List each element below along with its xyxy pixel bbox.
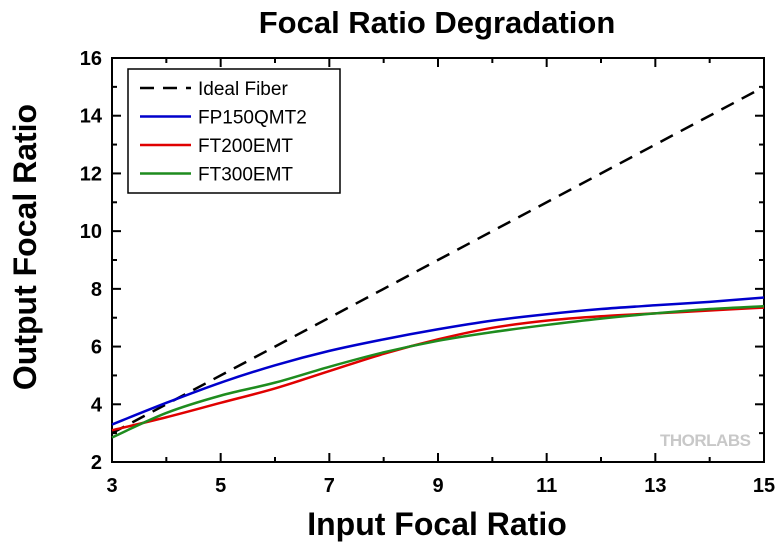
x-axis: 3 5 7 9 11 13 15 [106,58,775,497]
legend-label: Ideal Fiber [198,79,288,100]
y-tick-label: 2 [91,452,102,474]
y-tick-label: 8 [91,279,102,301]
series-line-ideal-fiber [111,85,765,435]
x-axis-title: Input Focal Ratio [307,506,567,542]
thorlabs-watermark: THORLABS [660,431,751,450]
legend-label: FT200EMT [198,136,293,157]
series-line-ft300emt [111,304,765,439]
chart-title: Focal Ratio Degradation [259,5,616,40]
series-group [111,85,765,439]
x-tick-label: 9 [432,475,443,497]
series-line-fp150qmt2 [111,296,765,426]
y-axis: 2 4 6 8 10 12 14 16 [80,48,764,474]
x-tick-label: 3 [106,475,117,497]
y-tick-label: 6 [91,337,102,359]
x-tick-label: 7 [324,475,335,497]
legend-label: FT300EMT [198,165,293,186]
x-tick-label: 5 [215,475,226,497]
y-axis-title: Output Focal Ratio [7,104,43,390]
x-tick-label: 13 [644,475,666,497]
legend: Ideal Fiber FP150QMT2 FT200EMT FT300EMT [127,68,341,194]
y-tick-label: 14 [80,106,103,128]
y-tick-label: 12 [80,163,102,185]
x-tick-label: 11 [536,475,557,497]
y-tick-label: 16 [80,48,102,70]
y-tick-label: 4 [91,394,103,416]
y-tick-label: 10 [80,221,102,243]
x-tick-label: 15 [753,475,775,497]
legend-label: FP150QMT2 [198,108,307,129]
